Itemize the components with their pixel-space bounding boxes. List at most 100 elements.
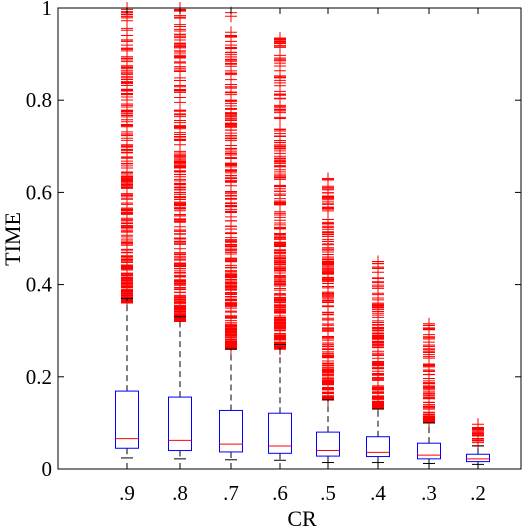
outlier-marker xyxy=(225,139,237,152)
outlier-marker xyxy=(174,83,186,96)
outlier-marker xyxy=(423,365,435,378)
outlier-marker xyxy=(121,134,133,147)
outlier-group xyxy=(372,255,384,416)
x-tick-label: .4 xyxy=(370,481,386,505)
outlier-marker xyxy=(174,291,186,304)
outlier-marker xyxy=(322,366,334,379)
outlier-marker xyxy=(423,342,435,355)
outlier-marker xyxy=(225,316,237,329)
tick-layer: 0 0.2 0.4 0.6 0.8 1 .9 .8 .7 .6 .5 .4 .3 .2 xyxy=(26,0,521,505)
outlier-marker xyxy=(174,199,186,212)
outlier-group xyxy=(423,317,435,429)
outlier-marker xyxy=(225,166,237,179)
box-layer xyxy=(115,297,490,465)
outlier-marker xyxy=(274,112,286,125)
outlier-marker xyxy=(274,271,286,284)
outlier-marker xyxy=(121,76,133,89)
outlier-marker xyxy=(121,105,133,118)
outlier-marker xyxy=(174,188,186,201)
iqr-box xyxy=(366,436,390,458)
outlier-marker xyxy=(225,235,237,248)
outlier-marker xyxy=(225,57,237,70)
iqr-box xyxy=(466,453,490,463)
outlier-marker xyxy=(174,116,186,129)
x-tick-label: .5 xyxy=(320,481,336,505)
outlier-marker xyxy=(121,24,133,37)
box-group xyxy=(366,408,390,464)
outlier-marker xyxy=(372,272,384,285)
box-group xyxy=(219,348,243,461)
outlier-marker xyxy=(174,262,186,275)
outlier-group xyxy=(225,6,237,356)
outlier-marker xyxy=(225,275,237,288)
outlier-marker xyxy=(225,297,237,310)
outlier-marker xyxy=(174,130,186,143)
y-tick-label: 0.6 xyxy=(26,180,52,204)
iqr-box xyxy=(168,396,192,452)
outlier-group xyxy=(121,2,133,310)
box-group xyxy=(417,422,441,464)
outlier-marker xyxy=(322,348,334,361)
outlier-marker xyxy=(274,32,286,45)
outlier-marker xyxy=(121,206,133,219)
outlier-marker xyxy=(322,198,334,211)
x-axis-title: CR xyxy=(287,506,317,528)
iqr-box xyxy=(115,390,139,449)
outlier-marker xyxy=(372,299,384,312)
outlier-marker xyxy=(472,429,484,442)
y-tick-label: 1 xyxy=(42,0,53,20)
outlier-marker xyxy=(423,392,435,405)
outlier-group xyxy=(322,172,334,406)
outlier-marker xyxy=(322,300,334,313)
y-tick-label: 0.2 xyxy=(26,365,52,389)
outlier-marker xyxy=(322,286,334,299)
outlier-marker xyxy=(274,153,286,166)
x-tick-label: .3 xyxy=(421,481,437,505)
y-axis-title: TIME xyxy=(0,212,25,266)
outlier-marker xyxy=(274,227,286,240)
outlier-group xyxy=(174,2,186,328)
x-tick-label: .7 xyxy=(223,481,239,505)
outlier-marker xyxy=(274,251,286,264)
outlier-marker xyxy=(121,267,133,280)
outlier-layer xyxy=(121,2,484,452)
y-tick-label: 0 xyxy=(42,457,53,481)
outlier-marker xyxy=(121,118,133,131)
outlier-marker xyxy=(121,252,133,265)
outlier-marker xyxy=(121,190,133,203)
x-tick-label: .2 xyxy=(470,481,486,505)
outlier-marker xyxy=(322,227,334,240)
outlier-marker xyxy=(174,212,186,225)
outlier-marker xyxy=(225,193,237,206)
box-group xyxy=(115,297,139,459)
outlier-marker xyxy=(322,334,334,347)
plot-frame xyxy=(57,7,522,470)
outlier-marker xyxy=(225,151,237,164)
outlier-marker xyxy=(174,155,186,168)
outlier-marker xyxy=(423,410,435,423)
iqr-box xyxy=(316,431,340,457)
outlier-marker xyxy=(174,224,186,237)
outlier-marker xyxy=(225,287,237,300)
outlier-marker xyxy=(372,381,384,394)
outlier-marker xyxy=(274,168,286,181)
box-group xyxy=(268,344,292,461)
outlier-marker xyxy=(372,257,384,270)
outlier-marker xyxy=(322,255,334,268)
outlier-marker xyxy=(423,321,435,334)
outlier-marker xyxy=(121,171,133,184)
y-tick-label: 0.4 xyxy=(26,273,53,297)
outlier-marker xyxy=(274,295,286,308)
outlier-marker xyxy=(274,180,286,193)
box-group xyxy=(316,399,340,464)
iqr-box xyxy=(219,409,243,453)
outlier-marker xyxy=(225,206,237,219)
outlier-marker xyxy=(274,69,286,82)
outlier-marker xyxy=(225,41,237,54)
outlier-marker xyxy=(274,134,286,147)
outlier-marker xyxy=(274,89,286,102)
outlier-marker xyxy=(274,306,286,319)
outlier-marker xyxy=(225,333,237,346)
outlier-marker xyxy=(174,41,186,54)
iqr-box xyxy=(268,412,292,454)
